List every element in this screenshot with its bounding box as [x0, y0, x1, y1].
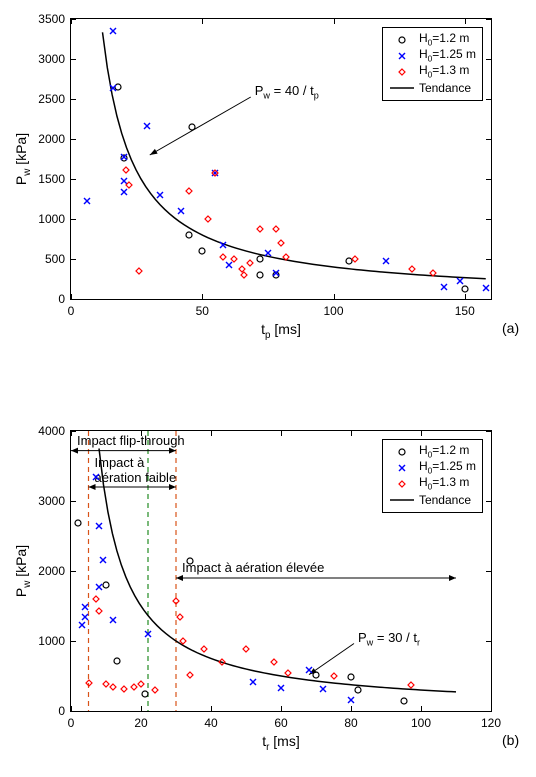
y-axis-label: Pw [kPa] [13, 545, 33, 597]
ytick-label: 1000 [38, 634, 65, 648]
x-axis-label: tp [ms] [261, 321, 301, 341]
legend: H0=1.2 mH0=1.25 mH0=1.3 mTendance [382, 27, 483, 101]
formula-annotation: Pw = 30 / tr [358, 630, 420, 648]
legend: H0=1.2 mH0=1.25 mH0=1.3 mTendance [382, 439, 483, 513]
xtick-label: 60 [274, 716, 287, 730]
legend-swatch [389, 493, 415, 507]
legend-swatch [389, 477, 415, 491]
legend-swatch [389, 445, 415, 459]
region-label: Impact àaération faible [95, 455, 177, 485]
xtick-label: 20 [134, 716, 147, 730]
ytick-label: 1500 [38, 172, 65, 186]
legend-label: Tendance [419, 492, 471, 508]
legend-swatch [389, 81, 415, 95]
xtick-label: 0 [68, 304, 75, 318]
panel-a-plot-area: 0501001500500100015002000250030003500tp … [70, 18, 492, 300]
legend-swatch [389, 33, 415, 47]
legend-label: Tendance [419, 80, 471, 96]
y-axis-label: Pw [kPa] [13, 133, 33, 185]
ytick-label: 0 [58, 292, 65, 306]
ytick-label: 0 [58, 704, 65, 718]
figure: 0501001500500100015002000250030003500tp … [0, 0, 536, 777]
xtick-label: 40 [204, 716, 217, 730]
panel-b-plot-area: 02040608010012001000200030004000tr [ms]P… [70, 430, 492, 712]
legend-swatch [389, 65, 415, 79]
ytick-label: 2000 [38, 564, 65, 578]
legend-item: H0=1.3 m [389, 64, 476, 80]
legend-item: Tendance [389, 492, 476, 508]
ytick-label: 3000 [38, 494, 65, 508]
ytick-label: 4000 [38, 424, 65, 438]
ytick-label: 3000 [38, 52, 65, 66]
xtick-label: 50 [196, 304, 209, 318]
legend-swatch [389, 461, 415, 475]
panel-letter: (a) [502, 320, 519, 336]
xtick-label: 0 [68, 716, 75, 730]
ytick-label: 3500 [38, 12, 65, 26]
xtick-label: 100 [411, 716, 431, 730]
ytick-label: 500 [45, 252, 65, 266]
ytick-label: 2500 [38, 92, 65, 106]
panel-letter: (b) [502, 732, 519, 748]
xtick-label: 80 [344, 716, 357, 730]
legend-swatch [389, 49, 415, 63]
legend-item: H0=1.3 m [389, 476, 476, 492]
formula-annotation: Pw = 40 / tp [255, 83, 319, 101]
region-label: Impact à aération élevée [182, 560, 324, 575]
x-axis-label: tr [ms] [262, 733, 300, 753]
legend-item: Tendance [389, 80, 476, 96]
ytick-label: 2000 [38, 132, 65, 146]
xtick-label: 120 [481, 716, 501, 730]
ytick-label: 1000 [38, 212, 65, 226]
xtick-label: 150 [455, 304, 475, 318]
region-label: Impact flip-through [77, 433, 185, 448]
xtick-label: 100 [323, 304, 343, 318]
